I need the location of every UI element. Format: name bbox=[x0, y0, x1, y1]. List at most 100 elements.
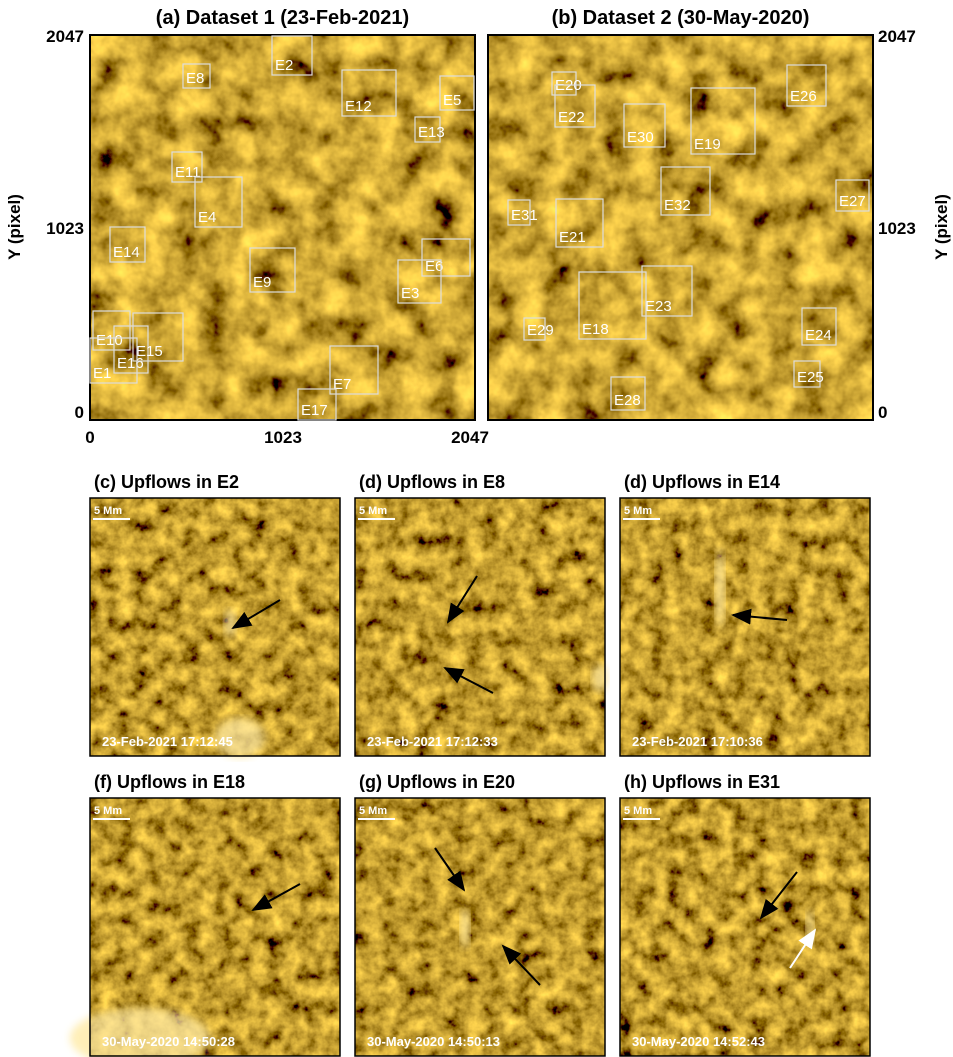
region-box bbox=[835, 179, 870, 212]
region-box bbox=[554, 84, 596, 128]
arrow bbox=[231, 599, 281, 630]
scale-label: 5 Mm bbox=[359, 805, 387, 817]
region-box bbox=[109, 226, 146, 263]
region-label: E17 bbox=[301, 402, 328, 419]
region-box bbox=[507, 199, 531, 226]
region-label: E12 bbox=[345, 98, 372, 115]
region-box bbox=[89, 337, 138, 384]
timestamp: 30-May-2020 14:52:43 bbox=[632, 1034, 765, 1049]
panel-frame bbox=[354, 497, 606, 757]
arrow bbox=[731, 608, 788, 625]
region-label: E29 bbox=[527, 322, 554, 339]
scale-label: 5 Mm bbox=[94, 805, 122, 817]
region-box bbox=[793, 360, 821, 388]
y-tick-label: 2047 bbox=[878, 27, 916, 46]
x-tick-label: 1023 bbox=[264, 428, 302, 447]
region-label: E27 bbox=[839, 193, 866, 210]
region-box bbox=[194, 176, 243, 228]
region-label: E19 bbox=[694, 136, 721, 153]
arrow bbox=[434, 847, 466, 892]
region-label: E3 bbox=[401, 285, 419, 302]
image-texture bbox=[355, 798, 605, 1056]
bright-feature bbox=[70, 1008, 210, 1057]
y-tick-label: 0 bbox=[75, 403, 84, 422]
region-box bbox=[182, 63, 211, 89]
region-label: E25 bbox=[797, 369, 824, 386]
region-label: E9 bbox=[253, 274, 271, 291]
region-label: E30 bbox=[627, 129, 654, 146]
region-box bbox=[523, 317, 546, 341]
region-label: E4 bbox=[198, 209, 216, 226]
region-box bbox=[249, 247, 296, 293]
y-tick-label: 1023 bbox=[878, 219, 916, 238]
region-box bbox=[421, 238, 471, 277]
region-box bbox=[397, 259, 442, 304]
image-texture bbox=[355, 498, 605, 756]
timestamp: 23-Feb-2021 17:12:45 bbox=[102, 734, 233, 749]
region-box bbox=[578, 271, 647, 340]
timestamp: 23-Feb-2021 17:12:33 bbox=[367, 734, 498, 749]
region-box bbox=[610, 376, 646, 411]
region-label: E1 bbox=[93, 365, 111, 382]
region-box bbox=[132, 312, 184, 362]
panel-frame bbox=[89, 797, 341, 1057]
region-label: E13 bbox=[418, 124, 445, 141]
region-box bbox=[271, 35, 313, 76]
region-box bbox=[690, 87, 756, 155]
panel-title: (d) Upflows in E8 bbox=[359, 472, 505, 492]
image-texture bbox=[620, 798, 870, 1056]
image-texture bbox=[90, 498, 340, 756]
region-box bbox=[786, 64, 827, 107]
panel-frame bbox=[487, 34, 874, 421]
scale-label: 5 Mm bbox=[624, 505, 652, 517]
region-label: E7 bbox=[333, 376, 351, 393]
region-label: E5 bbox=[443, 92, 461, 109]
region-box bbox=[660, 166, 711, 216]
region-box bbox=[801, 307, 837, 346]
arrow bbox=[446, 575, 478, 624]
region-box bbox=[623, 103, 666, 148]
region-box bbox=[551, 71, 577, 96]
arrow bbox=[501, 944, 541, 986]
region-box bbox=[641, 265, 693, 317]
region-label: E32 bbox=[664, 197, 691, 214]
region-box bbox=[113, 325, 149, 374]
region-box bbox=[297, 388, 337, 421]
x-tick-label: 2047 bbox=[451, 428, 489, 447]
bright-feature bbox=[215, 718, 265, 758]
panel-frame bbox=[89, 497, 341, 757]
region-label: E14 bbox=[113, 244, 140, 261]
panel-frame bbox=[354, 797, 606, 1057]
region-box bbox=[414, 116, 441, 143]
panel-title: (f) Upflows in E18 bbox=[94, 772, 245, 792]
panel-frame bbox=[619, 497, 871, 757]
y-axis-label: Y (pixel) bbox=[932, 194, 951, 260]
image-texture bbox=[620, 498, 870, 756]
image-texture bbox=[488, 35, 873, 420]
region-label: E31 bbox=[511, 207, 538, 224]
bright-feature bbox=[592, 664, 608, 692]
arrow bbox=[759, 871, 798, 920]
bright-feature bbox=[460, 908, 470, 948]
region-label: E15 bbox=[136, 343, 163, 360]
region-box bbox=[92, 310, 131, 351]
panel-frame bbox=[619, 797, 871, 1057]
x-tick-label: 0 bbox=[85, 428, 94, 447]
scale-label: 5 Mm bbox=[94, 505, 122, 517]
panel-title: (b) Dataset 2 (30-May-2020) bbox=[552, 7, 810, 29]
panel-title: (a) Dataset 1 (23-Feb-2021) bbox=[156, 7, 409, 29]
region-label: E23 bbox=[645, 298, 672, 315]
region-label: E24 bbox=[805, 327, 832, 344]
region-box bbox=[329, 345, 379, 395]
region-label: E28 bbox=[614, 392, 641, 409]
region-box bbox=[555, 198, 604, 248]
region-label: E18 bbox=[582, 321, 609, 338]
region-label: E21 bbox=[559, 229, 586, 246]
region-label: E10 bbox=[96, 332, 123, 349]
arrow bbox=[251, 883, 301, 911]
bright-feature bbox=[715, 548, 725, 628]
bright-feature bbox=[224, 609, 236, 637]
timestamp: 23-Feb-2021 17:10:36 bbox=[632, 734, 763, 749]
y-tick-label: 2047 bbox=[46, 27, 84, 46]
